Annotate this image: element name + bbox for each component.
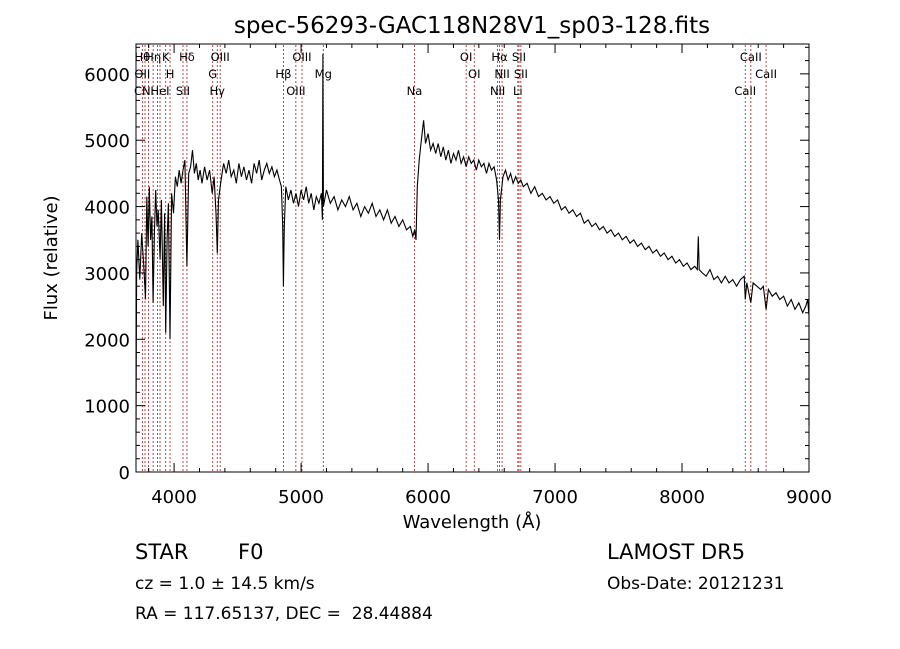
- line-labels: HθOIICNHηHeIKHSIIHδGHγOIIIHβOIIIOIIIMgNa…: [134, 50, 777, 98]
- line-label: Hα: [491, 50, 508, 64]
- x-tick-label: 9000: [786, 487, 832, 508]
- spectrum-series-line: [135, 53, 810, 433]
- plot-frame: [135, 43, 810, 473]
- line-label: HeI: [150, 84, 169, 98]
- line-label: CaII: [734, 84, 756, 98]
- line-label: Na: [407, 84, 423, 98]
- redshift-text: cz = 1.0 ± 14.5 km/s: [135, 574, 315, 594]
- line-label: CaII: [755, 67, 777, 81]
- y-tick-label: 5000: [84, 131, 130, 152]
- line-label: Hβ: [275, 67, 291, 81]
- line-label: OIII: [292, 50, 311, 64]
- x-tick-label: 7000: [532, 487, 578, 508]
- x-tick-label: 6000: [405, 487, 451, 508]
- coordinates: RA = 117.65137, DEC = 28.44884: [135, 604, 433, 624]
- y-axis: 0 1000 2000 3000 4000 5000 6000: [84, 46, 809, 484]
- line-label: Hη: [145, 50, 161, 64]
- line-label: OIII: [211, 50, 230, 64]
- line-label: CN: [134, 84, 151, 98]
- y-tick-label: 1000: [84, 397, 130, 418]
- y-tick-label: 3000: [84, 264, 130, 285]
- line-label: OIII: [286, 84, 305, 98]
- chart-title: spec-56293-GAC118N28V1_sp03-128.fits: [234, 13, 710, 39]
- y-tick-label: 2000: [84, 330, 130, 351]
- line-label: SII: [176, 84, 190, 98]
- subclass: F0: [238, 540, 264, 564]
- obs-date: Obs-Date: 20121231: [607, 574, 785, 594]
- y-tick-label: 4000: [84, 198, 130, 219]
- y-axis-label: Flux (relative): [41, 195, 62, 320]
- line-label: H: [166, 67, 175, 81]
- line-label: OI: [460, 50, 472, 64]
- line-label: SII: [514, 67, 528, 81]
- line-label: SII: [512, 50, 526, 64]
- x-axis-label: Wavelength (Å): [403, 511, 542, 533]
- line-label: Li: [513, 84, 523, 98]
- line-label: NII: [494, 67, 509, 81]
- x-tick-label: 5000: [278, 487, 324, 508]
- line-label: K: [162, 50, 170, 64]
- line-label: CaII: [740, 50, 762, 64]
- line-label: Hδ: [179, 50, 195, 64]
- x-axis: 4000 5000 6000 7000 8000 9000: [148, 44, 832, 508]
- survey-name: LAMOST DR5: [607, 540, 746, 564]
- y-tick-label: 6000: [84, 65, 130, 86]
- line-label: G: [208, 67, 217, 81]
- x-tick-label: 8000: [659, 487, 705, 508]
- line-label: NII: [490, 84, 505, 98]
- object-class: STAR: [135, 540, 189, 564]
- y-tick-label: 0: [119, 463, 130, 484]
- line-label: OI: [468, 67, 480, 81]
- line-label: Hγ: [210, 84, 226, 98]
- x-tick-label: 4000: [151, 487, 197, 508]
